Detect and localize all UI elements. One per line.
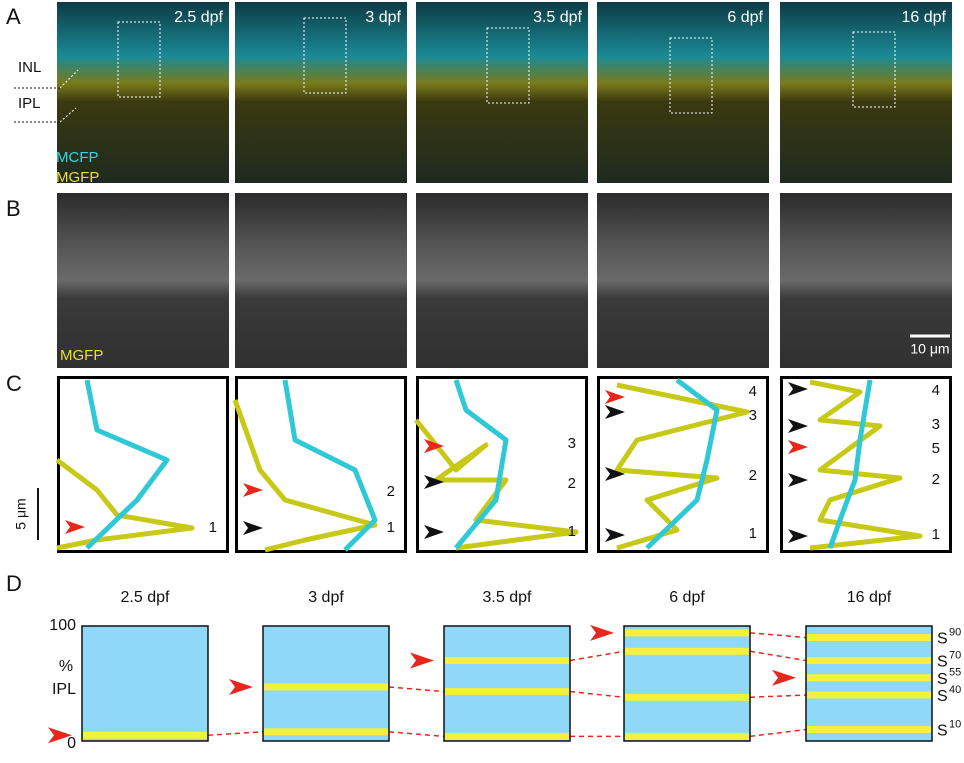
micrograph-b	[597, 193, 769, 368]
stratum-band	[445, 657, 569, 664]
peak-label: 3	[568, 435, 576, 452]
peak-label: 1	[932, 526, 940, 543]
peak-label: 2	[387, 483, 395, 500]
peak-label: 2	[568, 475, 576, 492]
y-tick-label: 100	[49, 617, 76, 634]
stage-label: 6 dpf	[727, 9, 763, 26]
ipl-box	[624, 626, 750, 741]
micrograph-b	[416, 193, 588, 368]
channel-label: MGFP	[56, 169, 99, 186]
stratum-band	[807, 674, 931, 681]
micrograph-b	[57, 193, 229, 368]
micrograph-a	[416, 2, 588, 183]
stratum-band	[445, 688, 569, 695]
band-link	[750, 730, 806, 737]
stratum-band	[807, 634, 931, 641]
stratum-band	[807, 692, 931, 699]
peak-label: 4	[932, 382, 940, 399]
stratum-band	[625, 694, 749, 701]
stratum-sup: 40	[949, 684, 961, 696]
channel-label: MGFP	[60, 347, 103, 364]
stratum-name: S	[937, 723, 948, 740]
peak-label: 5	[932, 440, 940, 457]
y-label: %	[59, 658, 73, 675]
stratum-name: S	[937, 671, 948, 688]
panel-label: C	[6, 371, 22, 396]
ipl-box	[806, 626, 932, 741]
new-band-arrow	[590, 625, 614, 641]
stage-label: 16 dpf	[902, 9, 947, 26]
micrograph-b	[235, 193, 407, 368]
peak-label: 4	[749, 383, 757, 400]
stratum-band	[625, 648, 749, 655]
stratum-name: S	[937, 654, 948, 671]
stage-label: 3.5 dpf	[533, 9, 582, 26]
layer-label: INL	[18, 59, 41, 76]
micrograph-a	[780, 2, 952, 183]
stratum-band	[807, 726, 931, 733]
profile-box	[599, 378, 768, 552]
stratum-band	[264, 683, 388, 690]
stratum-sup: 10	[949, 718, 961, 730]
peak-label: 1	[209, 519, 217, 536]
panel-label: A	[6, 4, 21, 29]
band-link	[750, 651, 806, 660]
figure: ABCD2.5 dpf3 dpf3.5 dpf6 dpf16 dpfINLIPL…	[0, 0, 964, 763]
stage-label: 2.5 dpf	[121, 589, 170, 606]
peak-label: 3	[932, 416, 940, 433]
new-band-arrow	[772, 670, 796, 686]
stratum-band	[625, 629, 749, 636]
stage-label: 2.5 dpf	[174, 9, 223, 26]
profile-box	[59, 378, 228, 552]
band-link	[208, 732, 263, 735]
y-tick-label: 0	[67, 735, 76, 752]
layer-label: IPL	[18, 95, 41, 112]
stage-label: 3 dpf	[365, 9, 401, 26]
new-band-arrow	[410, 653, 434, 669]
stratum-band	[83, 732, 207, 739]
panel-label: D	[6, 571, 22, 596]
band-link	[570, 692, 624, 698]
band-link	[570, 651, 624, 660]
profile-box	[237, 378, 406, 552]
stage-label: 3 dpf	[308, 589, 344, 606]
y-label: IPL	[52, 681, 76, 698]
stratum-sup: 90	[949, 626, 961, 638]
micrograph-a	[597, 2, 769, 183]
stratum-band	[625, 733, 749, 740]
peak-label: 2	[932, 471, 940, 488]
channel-label: MCFP	[56, 149, 99, 166]
stage-label: 6 dpf	[669, 589, 705, 606]
peak-label: 1	[387, 519, 395, 536]
band-link	[750, 633, 806, 638]
panel-label: B	[6, 196, 21, 221]
ipl-box	[82, 626, 208, 741]
stage-label: 3.5 dpf	[483, 589, 532, 606]
stratum-band	[445, 733, 569, 740]
stratum-sup: 70	[949, 649, 961, 661]
stratum-name: S	[937, 688, 948, 705]
peak-label: 1	[749, 525, 757, 542]
stratum-sup: 55	[949, 667, 961, 679]
ipl-box	[444, 626, 570, 741]
peak-label: 3	[749, 407, 757, 424]
stratum-name: S	[937, 631, 948, 648]
band-link	[389, 732, 444, 737]
peak-label: 2	[749, 467, 757, 484]
band-link	[389, 687, 444, 692]
new-band-arrow	[229, 679, 253, 695]
stratum-band	[807, 657, 931, 664]
stratum-band	[264, 728, 388, 735]
band-link	[750, 695, 806, 697]
scale-bar-label: 10 μm	[910, 341, 949, 357]
scale-bar-label: 5 μm	[13, 498, 29, 529]
peak-label: 1	[568, 523, 576, 540]
stage-label: 16 dpf	[847, 589, 892, 606]
